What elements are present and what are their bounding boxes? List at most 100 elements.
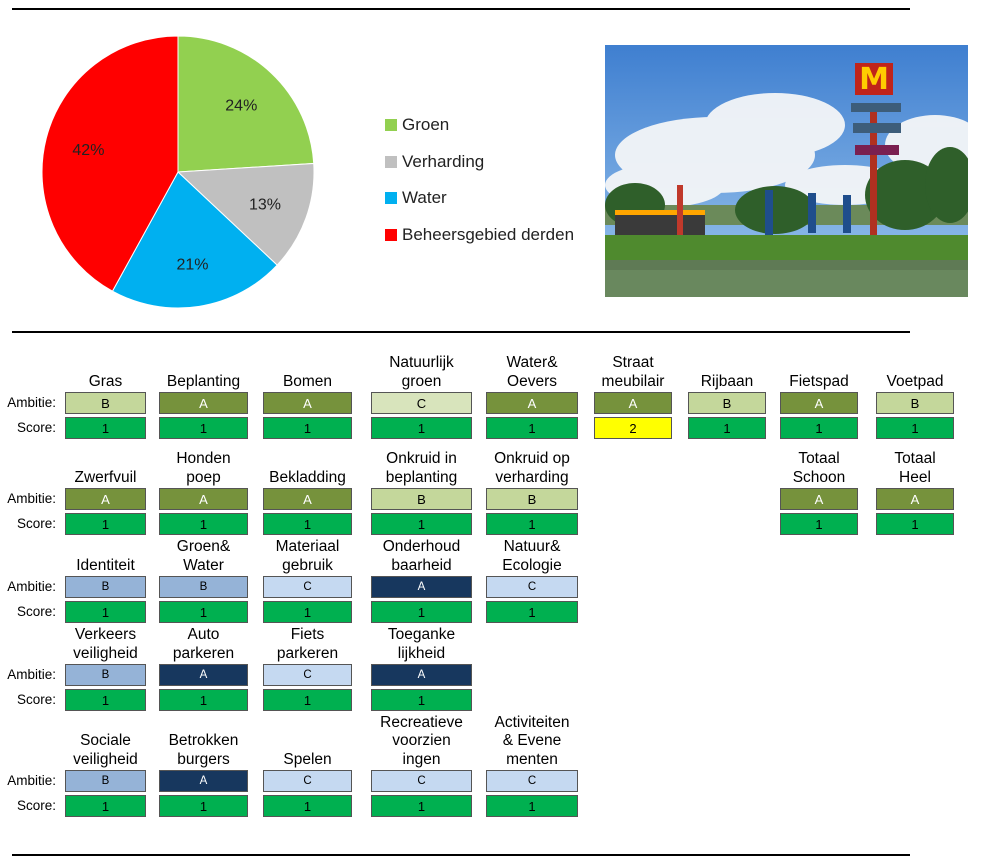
ambitie-cell: B bbox=[876, 392, 954, 414]
ambitie-cell: C bbox=[486, 770, 578, 792]
ambitie-cell: C bbox=[486, 576, 578, 598]
category-title: Recreatieve voorzien ingen bbox=[380, 713, 463, 768]
legend-item: Verharding bbox=[385, 144, 574, 181]
legend-label: Water bbox=[402, 188, 447, 208]
category-title: Straat meubilair bbox=[601, 354, 665, 390]
pie-slice-1 bbox=[176, 162, 315, 266]
score-cell: 1 bbox=[65, 513, 146, 535]
score-cell: 1 bbox=[780, 417, 858, 439]
score-label: Score: bbox=[16, 604, 56, 619]
ambitie-cell: A bbox=[780, 488, 858, 510]
ambitie-cell: C bbox=[371, 392, 472, 414]
legend-swatch bbox=[385, 228, 397, 241]
ambitie-label: Ambitie: bbox=[7, 579, 56, 594]
category-title: Groen& Water bbox=[176, 538, 231, 574]
pie-slice-label: 13% bbox=[249, 196, 281, 213]
category-title: Spelen bbox=[283, 750, 332, 768]
ambitie-cell: C bbox=[263, 664, 352, 686]
ambitie-cell: A bbox=[159, 664, 248, 686]
score-cell: 1 bbox=[263, 795, 352, 817]
ambitie-label: Ambitie: bbox=[7, 667, 56, 682]
category-title: Bekladding bbox=[269, 468, 346, 486]
score-label: Score: bbox=[16, 420, 56, 435]
score-cell: 1 bbox=[65, 601, 146, 623]
ambitie-cell: B bbox=[486, 488, 578, 510]
score-cell: 1 bbox=[486, 795, 578, 817]
pie-slice-label: 21% bbox=[176, 256, 208, 273]
legend-item: Beheersgebied derden bbox=[385, 217, 574, 254]
svg-text:M: M bbox=[859, 62, 889, 97]
ambitie-cell: A bbox=[65, 488, 146, 510]
category-title: Fiets parkeren bbox=[276, 626, 339, 662]
ambitie-label: Ambitie: bbox=[7, 395, 56, 410]
ambitie-cell: C bbox=[371, 770, 472, 792]
top-rule bbox=[12, 8, 910, 10]
ambitie-cell: A bbox=[780, 392, 858, 414]
score-cell: 1 bbox=[263, 417, 352, 439]
ambitie-cell: C bbox=[263, 770, 352, 792]
category-title: Activiteiten & Evene menten bbox=[494, 713, 570, 768]
ambitie-cell: B bbox=[65, 576, 146, 598]
score-cell: 1 bbox=[486, 513, 578, 535]
ambitie-cell: B bbox=[65, 664, 146, 686]
pie-legend: Groen Verharding Water Beheersgebied derden bbox=[385, 107, 574, 253]
score-cell: 1 bbox=[371, 417, 472, 439]
category-title: Fietspad bbox=[789, 372, 849, 390]
score-cell: 1 bbox=[159, 513, 248, 535]
score-cell: 1 bbox=[876, 513, 954, 535]
pie-slice-3 bbox=[41, 35, 179, 292]
score-cell: 1 bbox=[65, 689, 146, 711]
score-label: Score: bbox=[16, 692, 56, 707]
ambitie-cell: B bbox=[371, 488, 472, 510]
ambitie-cell: A bbox=[159, 770, 248, 792]
ambitie-label: Ambitie: bbox=[7, 491, 56, 506]
legend-label: Groen bbox=[402, 115, 450, 135]
ambitie-cell: A bbox=[594, 392, 672, 414]
category-title: Auto parkeren bbox=[172, 626, 235, 662]
category-title: Natuur& Ecologie bbox=[502, 538, 562, 574]
score-cell: 1 bbox=[263, 513, 352, 535]
score-cell: 1 bbox=[159, 417, 248, 439]
category-title: Onkruid op verharding bbox=[494, 450, 570, 486]
ambitie-cell: C bbox=[263, 576, 352, 598]
score-cell: 1 bbox=[780, 513, 858, 535]
score-cell: 1 bbox=[876, 417, 954, 439]
legend-swatch bbox=[385, 155, 397, 168]
category-title: Gras bbox=[88, 372, 123, 390]
category-title: Toeganke lijkheid bbox=[387, 626, 456, 662]
ambitie-cell: A bbox=[263, 488, 352, 510]
category-title: Materiaal gebruik bbox=[275, 538, 340, 574]
category-title: Sociale veiligheid bbox=[73, 732, 138, 768]
score-cell: 1 bbox=[65, 417, 146, 439]
category-title: Zwerfvuil bbox=[74, 468, 137, 486]
score-cell: 1 bbox=[65, 795, 146, 817]
legend-item: Water bbox=[385, 180, 574, 217]
ambitie-cell: A bbox=[263, 392, 352, 414]
legend-item: Groen bbox=[385, 107, 574, 144]
street-photo: M bbox=[605, 45, 968, 297]
category-title: Identiteit bbox=[76, 556, 135, 574]
category-title: Onderhoud baarheid bbox=[382, 538, 461, 574]
score-cell: 1 bbox=[263, 601, 352, 623]
ambitie-cell: A bbox=[371, 576, 472, 598]
ambitie-cell: A bbox=[159, 392, 248, 414]
pie-slice-0 bbox=[177, 35, 315, 173]
score-cell: 1 bbox=[371, 795, 472, 817]
score-cell: 1 bbox=[371, 513, 472, 535]
score-cell: 1 bbox=[371, 689, 472, 711]
category-title: Bomen bbox=[282, 372, 333, 390]
ambitie-cell: B bbox=[159, 576, 248, 598]
ambitie-cell: B bbox=[65, 392, 146, 414]
middle-rule bbox=[12, 331, 910, 333]
score-cell: 1 bbox=[371, 601, 472, 623]
category-title: Voetpad bbox=[886, 372, 944, 390]
ambitie-cell: A bbox=[486, 392, 578, 414]
pie-chart: 24% 13% 21% 42% bbox=[41, 35, 315, 309]
category-title: Onkruid in beplanting bbox=[385, 450, 458, 486]
legend-swatch bbox=[385, 192, 397, 205]
category-title: Water& Oevers bbox=[506, 354, 558, 390]
category-title: Totaal Schoon bbox=[792, 450, 846, 486]
score-cell: 1 bbox=[159, 601, 248, 623]
ambitie-cell: B bbox=[688, 392, 766, 414]
category-title: Verkeers veiligheid bbox=[73, 626, 138, 662]
